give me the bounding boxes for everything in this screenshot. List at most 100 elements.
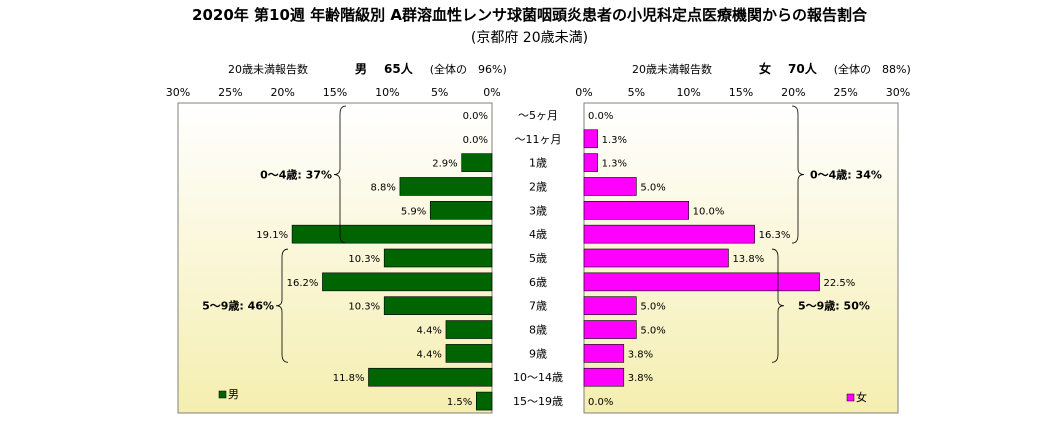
female-data-label: 0.0% <box>588 397 613 408</box>
female-data-label: 5.0% <box>640 326 665 337</box>
male-x-tick-label: 0% <box>483 86 500 99</box>
male-bar <box>368 367 493 387</box>
male-header-caption: 20歳未満報告数 <box>228 63 308 76</box>
male-data-label: 4.4% <box>417 326 442 337</box>
female-5-9-brace <box>771 248 785 363</box>
male-x-tick-label: 5% <box>431 86 448 99</box>
female-data-label: 1.3% <box>602 159 627 170</box>
male-bar <box>461 153 493 172</box>
age-category-label: 4歳 <box>529 228 547 241</box>
female-data-label: 3.8% <box>628 373 653 384</box>
age-category-label: ～5ヶ月 <box>518 109 558 122</box>
age-category-label: 15～19歳 <box>513 395 563 408</box>
male-bar <box>383 248 493 268</box>
age-category-label: 2歳 <box>529 180 547 193</box>
female-legend-swatch <box>846 393 855 402</box>
male-data-label: 19.1% <box>256 230 288 241</box>
female-data-label: 10.0% <box>693 206 725 217</box>
male-bar <box>291 224 493 244</box>
male-0-4-brace <box>333 105 347 244</box>
male-data-label: 2.9% <box>432 159 457 170</box>
male-header-share: (全体の 96%) <box>429 63 507 76</box>
male-header: 20歳未満報告数 男 65人 (全体の 96%) <box>228 60 507 77</box>
male-bar <box>475 391 493 411</box>
female-bar <box>583 201 689 220</box>
female-bar <box>583 367 625 387</box>
age-category-label: 7歳 <box>529 300 547 313</box>
male-legend-swatch <box>218 390 227 399</box>
chart-title: 2020年 第10週 年齢階級別 A群溶血性レンサ球菌咽頭炎患者の小児科定点医療… <box>192 6 867 24</box>
male-data-label: 8.8% <box>370 182 395 193</box>
female-header-count: 70人 <box>788 62 817 76</box>
age-category-label: ～11ヶ月 <box>515 133 562 146</box>
female-bar <box>583 224 755 244</box>
female-x-tick-label: 20% <box>781 86 805 99</box>
male-header-sex: 男 <box>355 62 368 76</box>
female-data-label: 5.0% <box>640 302 665 313</box>
female-x-tick-label: 30% <box>886 86 910 99</box>
female-data-label: 13.8% <box>732 254 764 265</box>
female-x-tick-label: 0% <box>575 86 592 99</box>
male-data-label: 0.0% <box>463 111 488 122</box>
female-bar <box>583 320 637 339</box>
male-data-label: 5.9% <box>401 206 426 217</box>
female-bar <box>583 248 729 268</box>
age-category-label: 8歳 <box>529 324 547 337</box>
male-data-label: 10.3% <box>348 302 380 313</box>
female-header-caption: 20歳未満報告数 <box>632 63 712 76</box>
male-x-tick-label: 30% <box>166 86 190 99</box>
male-5-9-brace <box>275 248 289 363</box>
male-bar <box>322 272 493 292</box>
male-data-label: 4.4% <box>417 349 442 360</box>
female-data-label: 16.3% <box>759 230 791 241</box>
female-x-tick-label: 25% <box>833 86 857 99</box>
female-data-label: 0.0% <box>588 111 613 122</box>
female-x-tick-label: 5% <box>628 86 645 99</box>
female-bar <box>583 296 637 315</box>
male-bar <box>383 296 493 315</box>
female-legend-label: 女 <box>856 390 867 404</box>
male-bar <box>399 177 493 196</box>
age-category-label: 10～14歳 <box>513 371 563 384</box>
female-data-label: 3.8% <box>628 349 653 360</box>
male-x-tick-label: 20% <box>270 86 294 99</box>
female-5-9-annotation: 5～9歳: 50% <box>798 299 870 313</box>
female-bar <box>583 344 625 363</box>
female-data-label: 1.3% <box>602 135 627 146</box>
age-category-label: 5歳 <box>529 252 547 265</box>
male-x-tick-label: 10% <box>375 86 399 99</box>
female-bar <box>583 177 637 196</box>
male-data-label: 1.5% <box>447 397 472 408</box>
female-bar <box>583 272 820 292</box>
female-0-4-brace <box>791 105 805 244</box>
female-data-label: 5.0% <box>640 182 665 193</box>
female-bar <box>583 153 598 172</box>
male-x-tick-label: 15% <box>323 86 347 99</box>
male-legend-label: 男 <box>228 388 239 401</box>
female-header: 20歳未満報告数 女 70人 (全体の 88%) <box>632 60 911 77</box>
male-data-label: 16.2% <box>287 278 319 289</box>
male-0-4-annotation: 0～4歳: 37% <box>260 168 332 182</box>
female-data-label: 22.5% <box>824 278 856 289</box>
female-bar <box>583 129 598 149</box>
male-x-tick-label: 25% <box>218 86 242 99</box>
male-5-9-annotation: 5～9歳: 46% <box>202 299 274 313</box>
male-bar <box>445 320 493 339</box>
age-category-label: 3歳 <box>529 204 547 217</box>
female-0-4-annotation: 0～4歳: 34% <box>810 168 882 182</box>
male-data-label: 11.8% <box>333 373 365 384</box>
age-category-label: 9歳 <box>529 347 547 360</box>
male-data-label: 10.3% <box>348 254 380 265</box>
female-x-tick-label: 15% <box>729 86 753 99</box>
female-header-share: (全体の 88%) <box>833 63 911 76</box>
chart-subtitle: (京都府 20歳未満) <box>470 30 589 46</box>
female-x-tick-label: 10% <box>676 86 700 99</box>
age-category-label: 6歳 <box>529 276 547 289</box>
age-category-label: 1歳 <box>529 157 547 170</box>
male-data-label: 0.0% <box>463 135 488 146</box>
male-bar <box>429 201 493 220</box>
male-header-count: 65人 <box>384 62 413 76</box>
female-header-sex: 女 <box>759 62 772 76</box>
